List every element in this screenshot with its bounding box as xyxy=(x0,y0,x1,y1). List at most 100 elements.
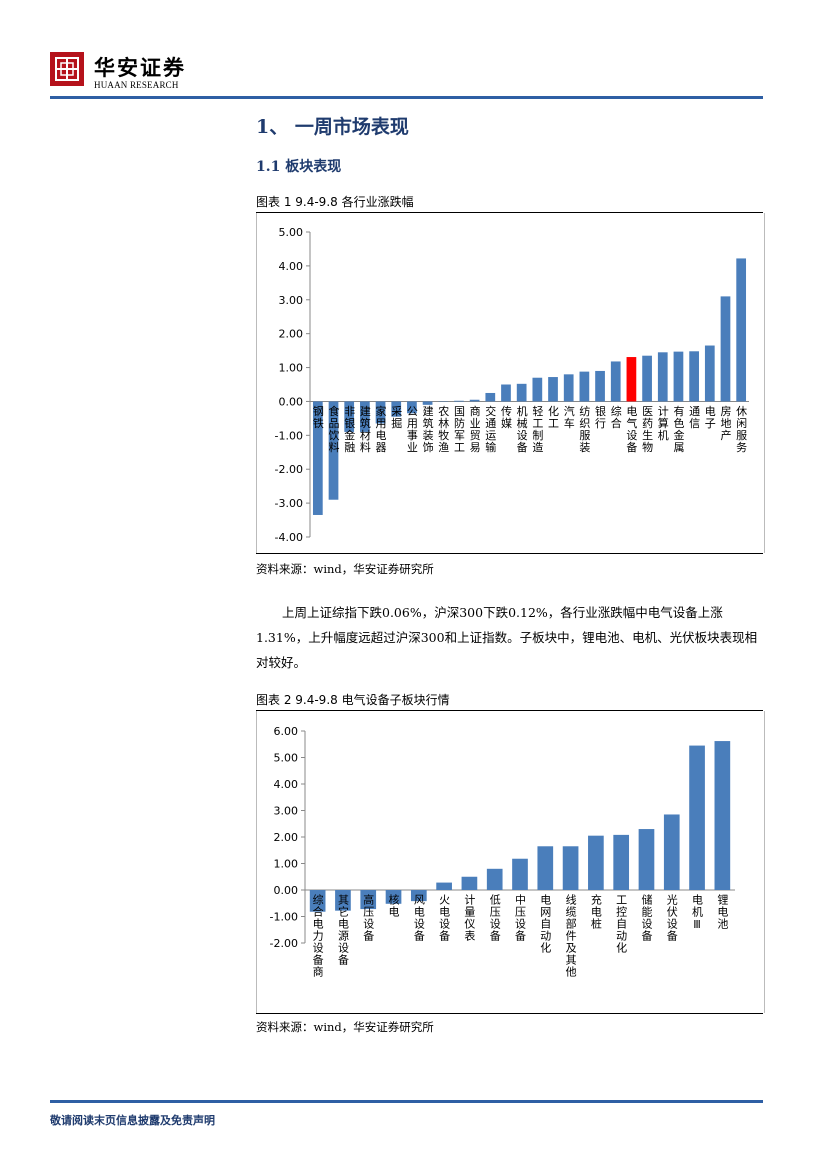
bar xyxy=(714,741,731,890)
x-tick-label: 传媒 xyxy=(499,405,512,429)
x-tick-label: 房地产 xyxy=(719,405,732,441)
bar xyxy=(360,401,370,432)
y-tick-label: 6.00 xyxy=(274,725,299,738)
x-tick-label: 轻工制造 xyxy=(531,404,544,453)
header-rule xyxy=(50,96,763,99)
bar xyxy=(485,392,496,402)
x-tick-label: 家用电器 xyxy=(374,404,387,453)
x-tick-label: 机械设备 xyxy=(515,404,528,453)
x-tick-label: 钢铁 xyxy=(311,405,324,429)
x-tick-label: 计算机 xyxy=(656,405,669,441)
y-tick-label: 5.00 xyxy=(274,752,299,765)
bar xyxy=(626,357,637,402)
figure2-chart-frame: 6.00 5.00 4.00 3.00 2.00 1.00 0.00 -1.00 -2.00 综合… xyxy=(256,711,765,1013)
x-tick-label: 低压设备 xyxy=(488,894,501,942)
x-tick-label: 高压设备 xyxy=(362,893,375,942)
y-tick-label: -2.00 xyxy=(275,463,303,476)
bar xyxy=(486,868,503,890)
y-tick-label: 4.00 xyxy=(279,260,304,273)
figure1-source: 资料来源：wind，华安证券研究所 xyxy=(256,562,434,576)
bar xyxy=(548,377,558,402)
x-tick-label: 光伏设备 xyxy=(665,893,678,942)
bar xyxy=(512,858,528,890)
bar xyxy=(657,352,668,402)
x-tick-label: 电气设备 xyxy=(625,405,638,453)
bar xyxy=(469,399,480,402)
bar xyxy=(335,890,351,911)
x-tick-label: 通信 xyxy=(688,405,701,429)
bar xyxy=(461,876,478,890)
logo-seal xyxy=(50,52,84,86)
y-tick-label: -1.00 xyxy=(270,911,298,924)
y-tick-label: 0.00 xyxy=(279,395,304,408)
bar xyxy=(579,371,590,402)
y-tick-label: 1.00 xyxy=(279,362,304,375)
y-tick-label: -4.00 xyxy=(275,531,303,544)
bar xyxy=(689,351,699,402)
figure1-source-rule xyxy=(256,553,763,554)
bar xyxy=(436,882,452,890)
bar xyxy=(720,296,731,402)
y-tick-label: 2.00 xyxy=(274,831,299,844)
body-paragraph: 上周上证综指下跌0.06%，沪深300下跌0.12%，各行业涨跌幅中电气设备上涨… xyxy=(256,605,758,670)
y-tick-label: 3.00 xyxy=(274,805,299,818)
x-tick-label: 采掘 xyxy=(390,405,403,429)
bar xyxy=(736,258,747,402)
y-tick-label: -1.00 xyxy=(275,429,303,442)
y-tick-label: 0.00 xyxy=(274,884,299,897)
x-tick-label: 火电设备 xyxy=(438,894,451,942)
bar xyxy=(360,890,377,910)
y-tick-label: -3.00 xyxy=(275,497,303,510)
x-tick-label: 储能设备 xyxy=(640,893,653,942)
brand-subtitle: HUAAN RESEARCH xyxy=(94,80,179,90)
x-tick-label: 银行 xyxy=(594,404,607,429)
figure1-caption-rule xyxy=(256,212,763,213)
bar xyxy=(309,890,326,912)
figure1-chart-frame: 5.00 4.00 3.00 2.00 1.00 0.00 -1.00 -2.00 -3.00 -… xyxy=(256,213,765,553)
electrical-subsector-chart: 6.00 5.00 4.00 3.00 2.00 1.00 0.00 -1.00 -2.00 综合… xyxy=(270,725,735,978)
x-tick-label: 核电 xyxy=(387,893,400,918)
bar xyxy=(563,374,574,402)
x-tick-label: 建筑装饰 xyxy=(421,404,434,453)
bar xyxy=(407,401,417,414)
bar xyxy=(312,401,323,515)
bar xyxy=(588,835,604,890)
y-tick-label: -2.00 xyxy=(270,937,298,950)
x-tick-label: 纺织服装 xyxy=(578,404,591,453)
x-tick-label: 休闲服务 xyxy=(735,405,748,453)
bar xyxy=(613,834,630,890)
x-tick-label: 有色金属 xyxy=(672,404,685,453)
bar xyxy=(344,401,355,432)
x-tick-label: 工控自动化 xyxy=(615,894,628,954)
x-tick-label: 综合 xyxy=(609,404,622,429)
x-tick-label: 食品饮料 xyxy=(327,404,340,453)
x-tick-label: 公用事业 xyxy=(405,405,418,453)
bar xyxy=(610,361,621,402)
x-tick-label: 商业贸易 xyxy=(468,404,481,453)
bar xyxy=(516,383,527,402)
x-tick-label: 综合电力设备商 xyxy=(311,893,324,978)
bar xyxy=(663,814,680,890)
brand-name: 华安证券 xyxy=(94,55,186,80)
bar xyxy=(375,401,386,424)
x-tick-label: 汽车 xyxy=(562,404,575,429)
y-tick-label: 1.00 xyxy=(274,858,299,871)
bar xyxy=(328,401,339,500)
x-tick-label: 锂电池 xyxy=(716,893,729,930)
x-tick-label: 电子 xyxy=(703,405,716,429)
x-tick-label: 化工 xyxy=(547,404,560,429)
x-tick-label: 医药生物 xyxy=(641,405,654,453)
section-title: 1、 一周市场表现 xyxy=(256,116,409,138)
footer-rule xyxy=(50,1100,763,1103)
bar xyxy=(391,401,402,417)
bar xyxy=(638,829,655,890)
x-tick-label: 农林牧渔 xyxy=(437,404,450,453)
y-tick-label: 4.00 xyxy=(274,778,299,791)
industry-returns-chart: 5.00 4.00 3.00 2.00 1.00 0.00 -1.00 -2.00 -3.00 -… xyxy=(275,226,749,544)
bar xyxy=(704,345,715,402)
y-tick-label: 2.00 xyxy=(279,328,304,341)
bar xyxy=(689,745,705,890)
figure2-caption: 图表 2 9.4-9.8 电气设备子板块行情 xyxy=(256,693,450,707)
x-tick-label: 建筑材料 xyxy=(358,404,371,453)
x-tick-label: 充电桩 xyxy=(589,893,602,930)
